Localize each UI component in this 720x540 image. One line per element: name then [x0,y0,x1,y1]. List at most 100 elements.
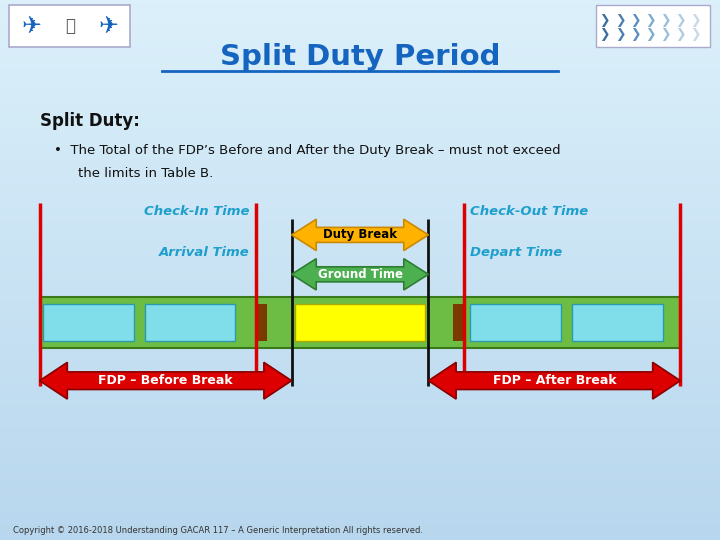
Bar [0,157,720,159]
Bar [0,181,720,184]
Bar [0,208,720,211]
Bar [0,526,720,529]
Bar [0,505,720,508]
Bar [0,235,720,238]
Bar [596,5,710,47]
Bar [0,424,720,427]
Bar [0,381,720,383]
Bar [0,284,720,286]
Text: Split Duty Period: Split Duty Period [220,43,500,71]
Bar [0,529,720,532]
Bar [0,24,720,27]
Bar [0,262,720,265]
Bar [0,246,720,248]
Bar [0,111,720,113]
Text: ✈: ✈ [21,14,41,38]
Bar [0,5,720,8]
Bar [0,170,720,173]
Bar [0,184,720,186]
Bar [0,518,720,521]
Bar [0,176,720,178]
Text: ❯: ❯ [630,28,640,40]
Bar [0,224,720,227]
Text: •  The Total of the FDP’s Before and After the Duty Break – must not exceed: • The Total of the FDP’s Before and Afte… [54,144,561,157]
Polygon shape [292,259,428,290]
Bar [0,470,720,472]
Bar [0,192,720,194]
Bar [0,386,720,389]
Bar [0,427,720,429]
Bar [0,103,720,105]
Text: ❯: ❯ [675,14,685,27]
Bar [0,213,720,216]
Bar [0,275,720,278]
Bar [0,49,720,51]
Bar [0,316,720,319]
Bar [0,124,720,127]
Bar [0,119,720,122]
Bar [0,140,720,143]
Bar [0,432,720,435]
Bar [0,435,720,437]
Bar [0,278,720,281]
Bar [0,267,720,270]
Bar [0,413,720,416]
Text: Copyright © 2016-2018 Understanding GACAR 117 – A Generic Interpretation All rig: Copyright © 2016-2018 Understanding GACA… [13,526,423,535]
Bar [0,489,720,491]
Bar [0,356,720,359]
Bar [40,297,680,348]
Bar [0,340,720,343]
Bar [256,304,267,341]
Bar [0,516,720,518]
Bar [0,405,720,408]
Text: Arrival Time: Arrival Time [159,246,250,259]
Bar [0,324,720,327]
Polygon shape [40,362,292,399]
Bar [0,178,720,181]
Bar [0,68,720,70]
Bar [470,304,561,341]
Bar [572,304,662,341]
Bar [0,437,720,440]
Bar [0,51,720,54]
Bar [0,57,720,59]
Bar [0,289,720,292]
Bar [0,127,720,130]
Bar [0,62,720,65]
Bar [0,116,720,119]
Bar [0,227,720,229]
Bar [0,3,720,5]
Bar [0,259,720,262]
Bar [0,232,720,235]
Bar [0,32,720,35]
Bar [0,343,720,346]
Bar [0,348,720,351]
Bar [0,332,720,335]
Bar [0,402,720,405]
Bar [0,378,720,381]
Bar [0,373,720,375]
Bar [0,478,720,481]
Bar [0,521,720,524]
Bar [0,146,720,148]
Bar [0,84,720,86]
Bar [0,451,720,454]
Text: ❯: ❯ [615,14,625,27]
Bar [0,202,720,205]
Bar [0,76,720,78]
Bar [0,346,720,348]
Bar [0,200,720,202]
Bar [0,310,720,313]
Text: 🛏: 🛏 [65,17,75,35]
Bar [0,86,720,89]
Bar [0,443,720,445]
Bar [0,81,720,84]
Bar [0,243,720,246]
Bar [0,392,720,394]
Bar [0,329,720,332]
Bar [0,524,720,526]
Bar [295,304,425,341]
Text: ❯: ❯ [660,28,670,40]
Bar [0,408,720,410]
Bar [0,94,720,97]
